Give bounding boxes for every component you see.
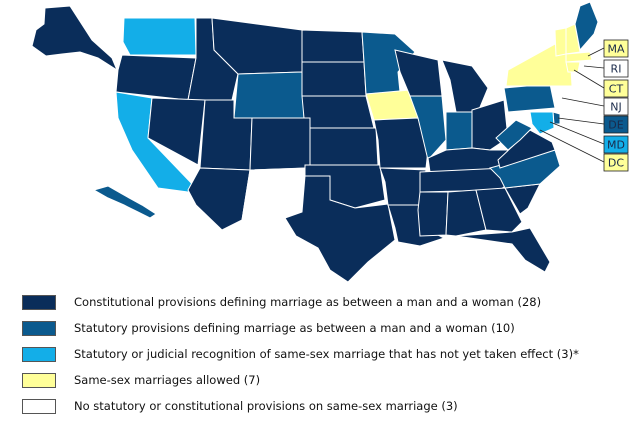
- callout-ri: RI: [603, 59, 629, 78]
- us-map: MA RI CT NJ DE MD DC: [31, 1, 629, 283]
- callout-box: [603, 115, 629, 134]
- callout-ct: CT: [603, 79, 629, 98]
- state-massachusetts: [565, 51, 593, 63]
- callout-leader-line: [557, 117, 605, 125]
- callout-label: CT: [609, 83, 624, 96]
- callout-box: [603, 97, 629, 116]
- callout-leader-line: [587, 47, 605, 57]
- callout-box: [603, 59, 629, 78]
- callout-leader-line: [539, 129, 605, 163]
- legend-swatch-statutory: [22, 321, 56, 336]
- callout-leader-line: [573, 69, 605, 89]
- legend-swatch-allowed: [22, 373, 56, 388]
- state-new-hampshire: [565, 23, 581, 55]
- legend-swatch-constitutional: [22, 295, 56, 310]
- state-north-dakota: [301, 29, 365, 63]
- callout-dc: DC: [603, 153, 629, 172]
- legend-swatch-none: [22, 399, 56, 414]
- state-maine: [574, 1, 599, 52]
- state-hawaii: [92, 185, 157, 219]
- callout-box: [603, 135, 629, 154]
- state-wisconsin: [394, 49, 443, 97]
- callout-label: DE: [608, 119, 623, 132]
- callout-leader-line: [583, 65, 605, 69]
- legend-label-recognition-pending: Statutory or judicial recognition of sam…: [74, 347, 579, 361]
- state-kansas: [309, 127, 379, 169]
- callout-box: [603, 153, 629, 172]
- callout-label: NJ: [610, 101, 621, 114]
- state-indiana: [445, 111, 473, 151]
- state-mississippi: [417, 191, 449, 237]
- state-arizona: [187, 167, 251, 231]
- state-rhode-island: [579, 61, 587, 71]
- state-michigan: [441, 59, 489, 113]
- callout-label: RI: [611, 63, 622, 76]
- state-south-dakota: [301, 61, 367, 97]
- state-florida: [455, 227, 551, 273]
- state-alabama: [445, 189, 487, 237]
- state-nebraska: [301, 95, 375, 129]
- state-new-mexico: [241, 167, 306, 221]
- legend-label-statutory: Statutory provisions defining marriage a…: [74, 321, 515, 335]
- callout-label: MA: [607, 43, 624, 56]
- state-texas: [284, 175, 396, 283]
- state-washington: [122, 17, 197, 56]
- state-maryland: [529, 111, 555, 135]
- state-georgia: [475, 187, 523, 233]
- callout-md: MD: [603, 135, 629, 154]
- state-oregon: [115, 54, 197, 101]
- state-colorado: [249, 117, 311, 171]
- callout-box: [603, 79, 629, 98]
- callout-nj: NJ: [603, 97, 629, 116]
- callout-box: [603, 39, 629, 58]
- state-connecticut: [565, 61, 581, 73]
- state-west-virginia: [495, 119, 533, 151]
- state-new-jersey: [553, 87, 567, 111]
- state-pennsylvania: [503, 83, 556, 113]
- legend-label-allowed: Same-sex marriages allowed (7): [74, 373, 261, 387]
- callout-label: MD: [607, 139, 625, 152]
- legend-label-constitutional: Constitutional provisions defining marri…: [74, 295, 542, 309]
- callout-label: DC: [608, 157, 624, 170]
- callout-leader-line: [549, 121, 605, 145]
- callout-ma: MA: [603, 39, 629, 58]
- state-minnesota: [361, 31, 416, 95]
- state-nevada: [147, 97, 206, 166]
- callout-leader-line: [561, 97, 605, 107]
- legend-swatch-recognition-pending: [22, 347, 56, 362]
- state-vermont: [554, 27, 567, 57]
- state-wyoming: [233, 71, 305, 119]
- state-alaska: [31, 5, 119, 72]
- state-illinois: [409, 95, 447, 162]
- legend-label-none: No statutory or constitutional provision…: [74, 399, 458, 413]
- callout-de: DE: [603, 115, 629, 134]
